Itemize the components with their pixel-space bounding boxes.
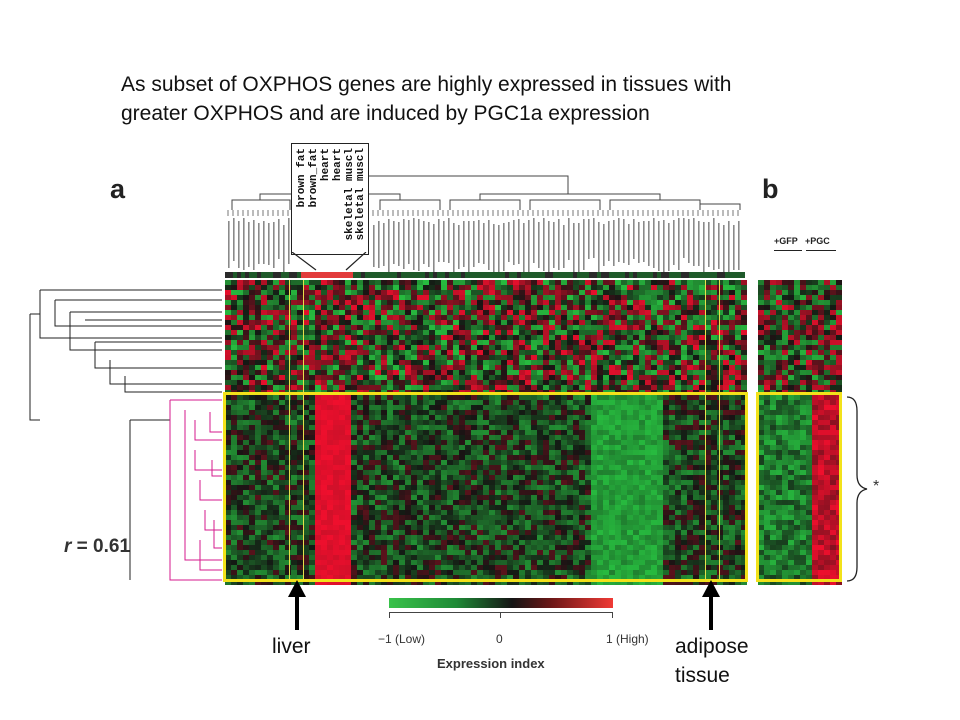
adipose-arrowhead [702,580,720,597]
colorbar-tick-mid [500,612,501,618]
group-label-gfp: +GFP [774,236,798,246]
highlight-box-panel-a [223,392,748,582]
tissue-label-6: skeletal muscl [355,148,367,241]
liver-label: liver [272,635,311,658]
liver-arrow [295,594,299,630]
row-dendrogram-cluster [169,399,222,581]
tissue-label-3: heart [320,148,332,182]
panel-a-label: a [110,174,126,204]
headline-line-1: As subset of OXPHOS genes are highly exp… [121,73,732,96]
colorbar-high-label: 1 (High) [606,632,649,646]
tissue-callout-box: brown fat brown_fat heart heart skeletal… [291,143,369,255]
group-label-pgc: +PGC [805,236,830,246]
r-value: = 0.61 [71,536,131,557]
cluster-brace [846,396,868,582]
adipose-arrow [709,594,713,630]
colorbar-mid-label: 0 [496,632,503,646]
tissue-label-2: brown_fat [308,148,320,208]
adipose-label-line-1: adipose [675,635,749,658]
column-labels [228,218,740,278]
adipose-column-guide-right [719,280,720,580]
panel-b-sample-labels [758,262,840,278]
colorbar-title: Expression index [437,656,545,671]
heatmap-panel-b [758,280,842,585]
tissue-label-1: brown fat [296,148,308,208]
adipose-label: adipose tissue [675,632,749,690]
tissue-label-4: heart [332,148,344,182]
colorbar-tick-high [612,612,613,618]
highlight-box-panel-b [756,392,842,582]
gfp-bracket [774,250,802,251]
callout-pointer [291,252,367,271]
row-dendrogram-upper [29,289,222,580]
liver-arrowhead [288,580,306,597]
liver-column-guide-right [303,280,304,580]
tissue-color-strip [225,272,745,278]
pgc-bracket [806,250,836,251]
asterisk-marker: * [873,478,880,495]
adipose-label-line-2: tissue [675,664,730,687]
slide-headline: As subset of OXPHOS genes are highly exp… [121,70,861,128]
colorbar-axis [389,612,613,613]
r-symbol: r [64,536,72,557]
panel-b-label: b [762,174,779,204]
correlation-label: r = 0.61 [64,536,130,558]
colorbar-tick-low [389,612,390,618]
adipose-column-guide-left [705,280,706,580]
expression-colorbar [389,598,613,608]
colorbar-low-label: −1 (Low) [378,632,426,646]
liver-column-guide-left [289,280,290,580]
headline-line-2: greater OXPHOS and are induced by PGC1a … [121,102,650,125]
heatmap-panel-a [225,280,747,585]
